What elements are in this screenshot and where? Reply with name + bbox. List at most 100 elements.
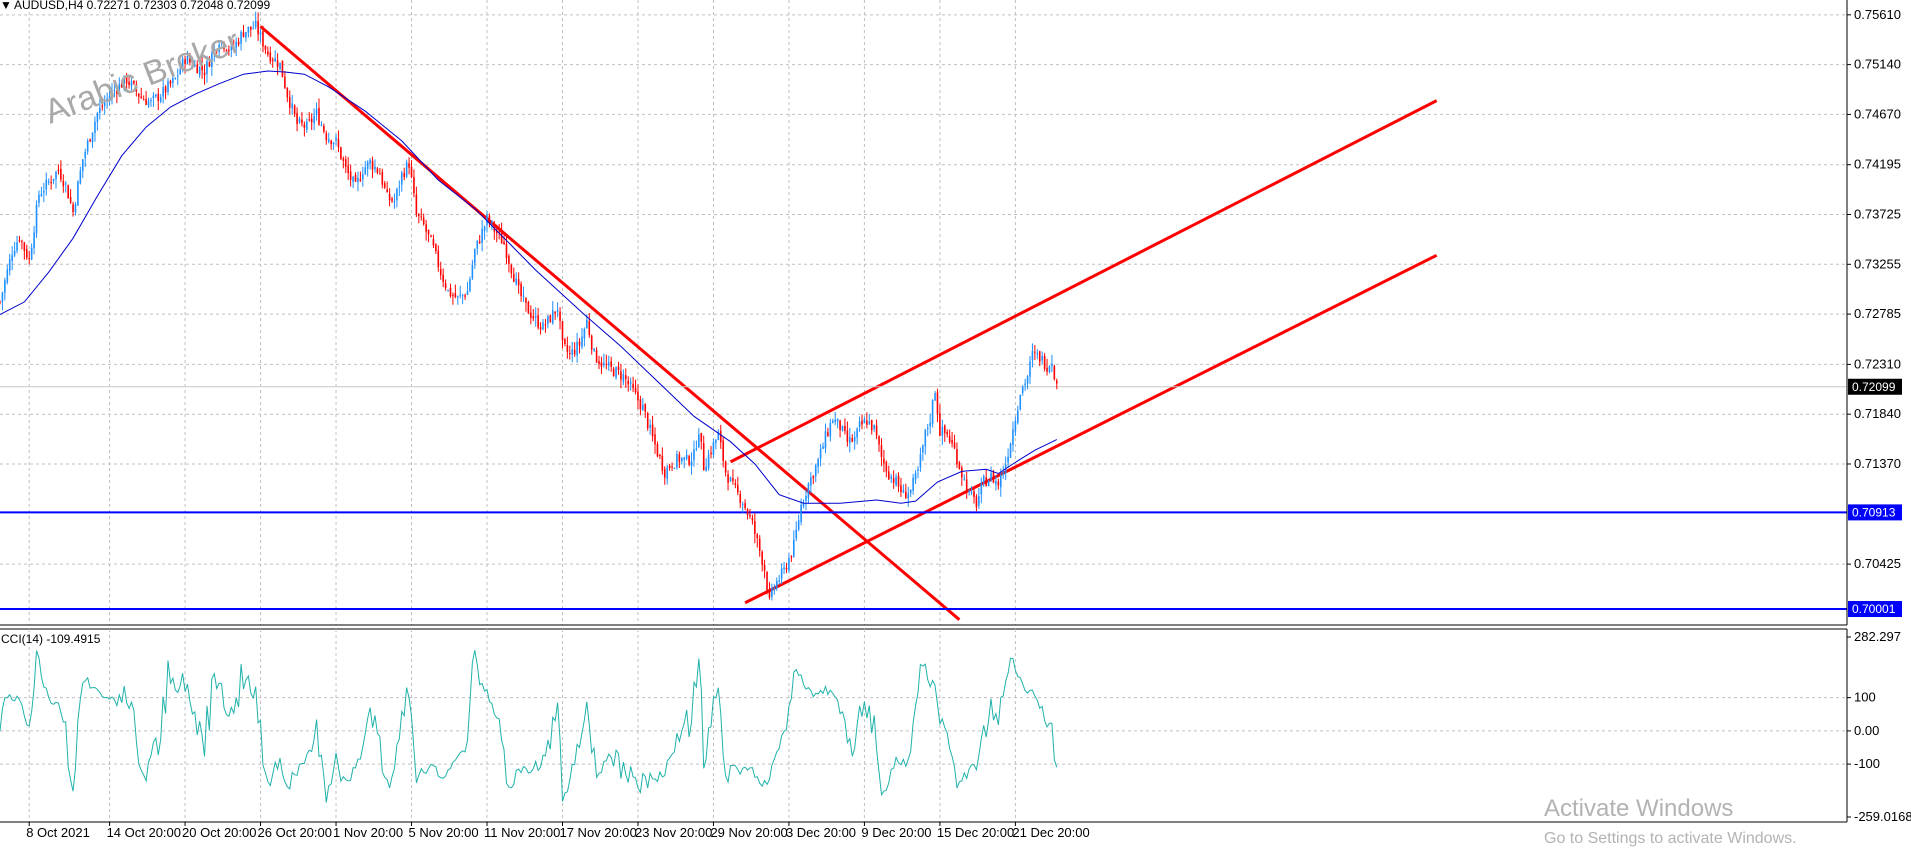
price-axis-badges: 0.72099 0.70913 0.70001 — [1848, 378, 1902, 618]
candle — [245, 32, 247, 43]
candle — [330, 139, 332, 150]
time-axis[interactable]: 8 Oct 2021 14 Oct 20:00 20 Oct 20:00 26 Oct… — [0, 821, 1847, 840]
candle — [629, 377, 632, 391]
candle — [347, 157, 350, 180]
candle — [62, 174, 65, 193]
candle — [522, 286, 525, 302]
chart-title: AUDUSD,H4 0.72271 0.72303 0.72048 0.7209… — [14, 0, 271, 12]
candle — [94, 116, 96, 142]
candle — [766, 571, 768, 595]
candle — [99, 99, 101, 120]
candle — [118, 77, 121, 97]
candle — [681, 456, 683, 465]
price-tick-label: 0.74195 — [1854, 157, 1901, 172]
candle — [610, 356, 612, 372]
candle — [454, 284, 457, 299]
moving-average-line — [0, 70, 1058, 504]
candle — [125, 72, 128, 91]
time-tick-label: 26 Oct 20:00 — [258, 825, 332, 840]
candle — [286, 87, 289, 103]
candle — [198, 65, 201, 78]
candle — [155, 93, 157, 99]
candle — [973, 487, 975, 504]
time-tick-label: 1 Nov 20:00 — [333, 825, 403, 840]
candle — [413, 169, 415, 198]
cci-plot[interactable]: CCI(14) -109.4915 282.297 100 0.00 -100 -259… — [0, 629, 1911, 824]
candle — [447, 289, 449, 292]
candle — [771, 583, 773, 601]
price-tick-label: 0.72310 — [1854, 356, 1901, 371]
price-plot[interactable] — [0, 0, 1847, 625]
candle — [934, 390, 936, 402]
candle — [902, 484, 905, 494]
trend-line-downtrend[interactable] — [259, 25, 961, 621]
candle — [554, 311, 556, 320]
candle — [147, 97, 150, 108]
candle — [179, 65, 181, 75]
candle — [150, 97, 152, 107]
candle — [459, 285, 462, 299]
candle — [644, 403, 647, 418]
time-tick-label: 29 Nov 20:00 — [710, 825, 787, 840]
cci-grid — [0, 629, 1847, 822]
candle — [194, 59, 196, 68]
candle — [668, 463, 671, 471]
candle — [853, 431, 856, 450]
panel-separator[interactable] — [0, 624, 1847, 630]
candle — [332, 141, 335, 150]
candle — [926, 423, 929, 437]
candle — [81, 159, 84, 179]
candle — [990, 466, 992, 483]
candle — [403, 167, 406, 181]
candle — [108, 87, 111, 106]
candle — [6, 264, 9, 285]
candle — [13, 241, 16, 258]
candle — [1055, 378, 1058, 390]
price-tick-label: 0.71840 — [1854, 406, 1901, 421]
candle — [483, 225, 486, 240]
candle — [159, 94, 162, 104]
candle — [685, 449, 688, 461]
candle — [707, 449, 710, 471]
candle — [544, 318, 547, 333]
candle — [663, 466, 666, 485]
price-axis[interactable]: 0.75610 0.75140 0.74670 0.74195 0.73725 0.732… — [1846, 0, 1902, 625]
candle — [788, 553, 790, 574]
candle — [325, 130, 328, 145]
time-tick-label: 23 Nov 20:00 — [635, 825, 712, 840]
candle — [344, 155, 347, 174]
menu-triangle-icon[interactable]: ▼ — [0, 0, 12, 12]
horizontal-lines[interactable] — [0, 386, 1847, 611]
candle — [140, 87, 143, 100]
candle — [357, 171, 359, 192]
trend-line-channel-bottom[interactable] — [744, 253, 1438, 605]
candle — [978, 487, 980, 509]
candle — [839, 419, 841, 438]
price-tick-label: 0.75610 — [1854, 7, 1901, 22]
candle — [57, 164, 60, 175]
candle — [152, 92, 155, 107]
candle — [1009, 442, 1012, 459]
price-tick-label: 0.72785 — [1854, 306, 1901, 321]
trend-line-channel-top[interactable] — [729, 99, 1438, 464]
candle — [342, 156, 345, 169]
candle — [890, 473, 893, 484]
candle — [719, 424, 722, 449]
candle — [868, 413, 871, 426]
candle — [213, 42, 216, 62]
candle — [169, 79, 172, 88]
candle — [534, 307, 537, 327]
candle — [639, 395, 642, 416]
candle — [995, 475, 997, 491]
candle — [111, 83, 113, 105]
trend-lines[interactable] — [259, 25, 1438, 621]
cci-tick-label: -259.0168 — [1854, 809, 1911, 824]
candle — [176, 68, 179, 86]
candle — [651, 415, 654, 442]
candle — [946, 429, 949, 438]
candle — [386, 181, 388, 193]
time-tick-label: 11 Nov 20:00 — [484, 825, 560, 840]
candle — [259, 28, 262, 43]
candle — [474, 248, 476, 269]
